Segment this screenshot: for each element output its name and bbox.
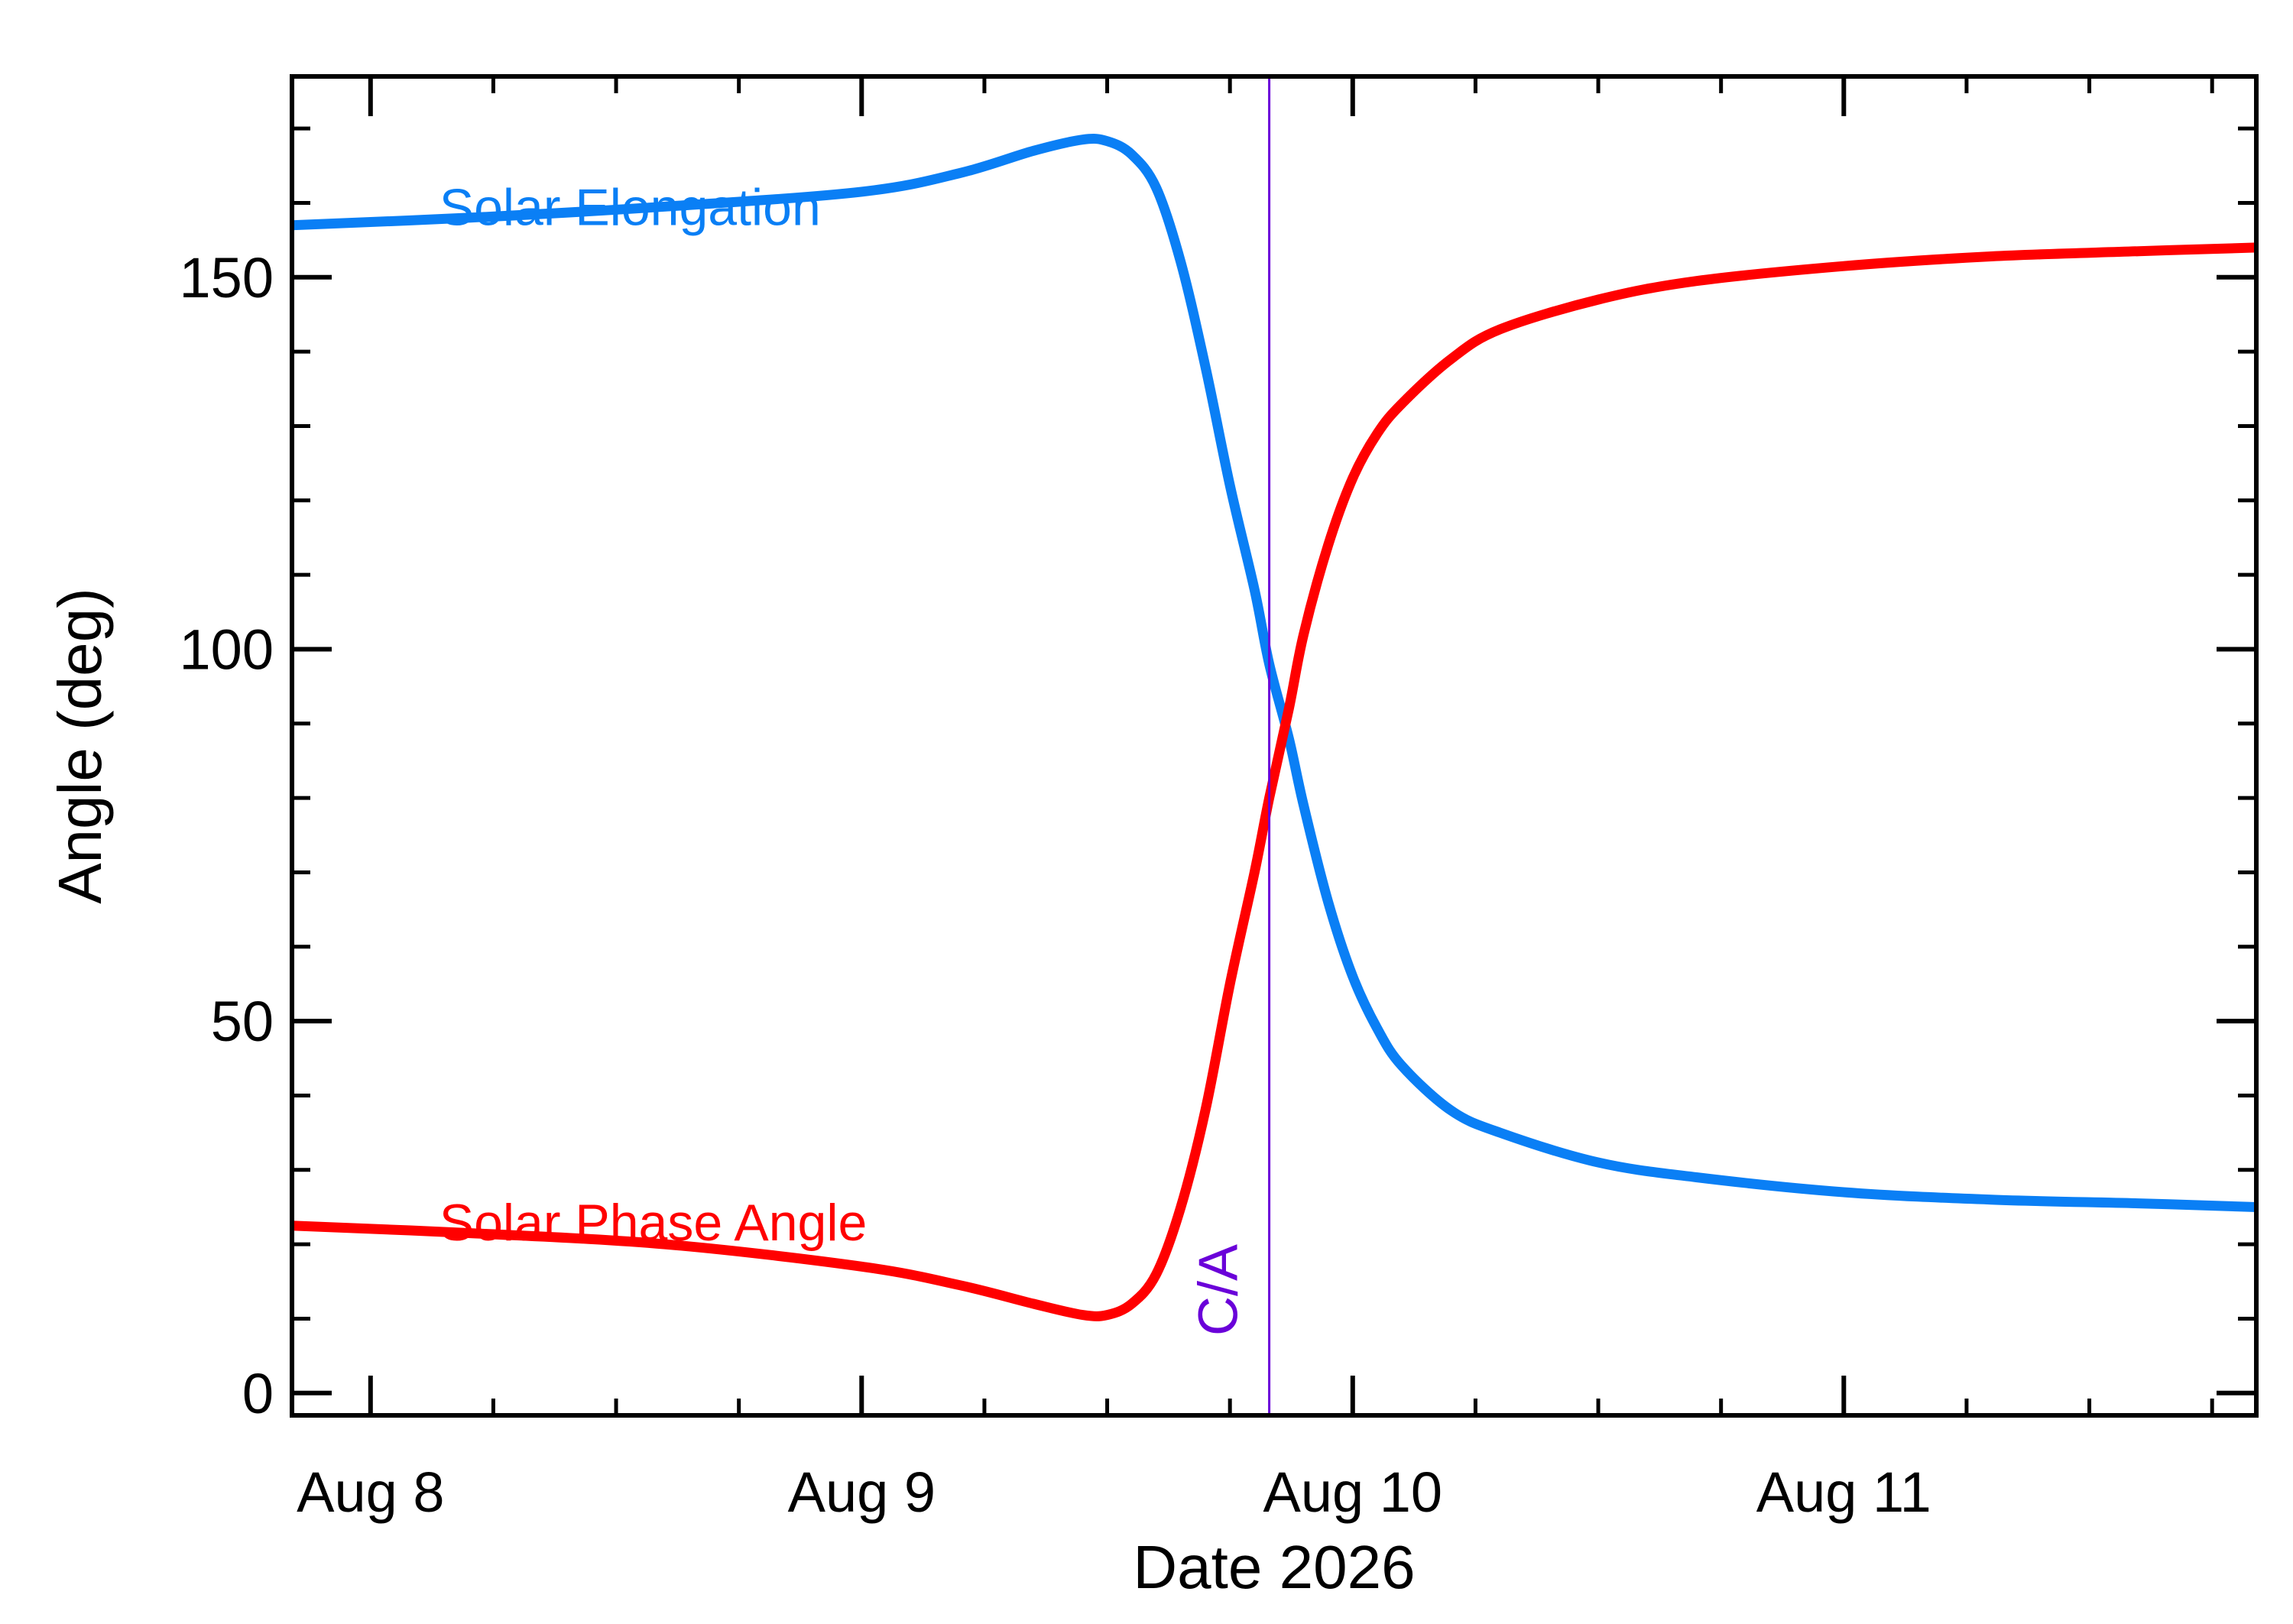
y-tick-label: 50	[211, 990, 274, 1053]
y-tick-label: 150	[180, 246, 274, 310]
y-tick-label: 0	[242, 1362, 274, 1425]
x-tick-label: Aug 10	[1263, 1460, 1443, 1524]
x-axis-title: Date 2026	[1133, 1533, 1415, 1601]
closest-approach-label: C/A	[1189, 1244, 1250, 1336]
solar-phase-angle-line	[291, 242, 2257, 1321]
solar-phase-angle-label: Solar Phase Angle	[439, 1194, 868, 1252]
y-tick-label: 100	[180, 618, 274, 681]
x-tick-label: Aug 8	[297, 1460, 444, 1524]
solar-elongation-line	[291, 134, 2257, 1212]
tick-labels: 0 50 100 150 Aug 8 Aug 9 Aug 10 Aug 11	[180, 246, 1931, 1524]
series-lines	[291, 134, 2257, 1321]
major-ticks	[292, 76, 2256, 1415]
x-tick-label: Aug 9	[788, 1460, 936, 1524]
plot-frame	[290, 74, 2259, 1418]
y-axis-title: Angle (deg)	[46, 588, 114, 904]
x-tick-label: Aug 11	[1756, 1460, 1931, 1524]
solar-elongation-label: Solar Elongation	[439, 178, 821, 236]
